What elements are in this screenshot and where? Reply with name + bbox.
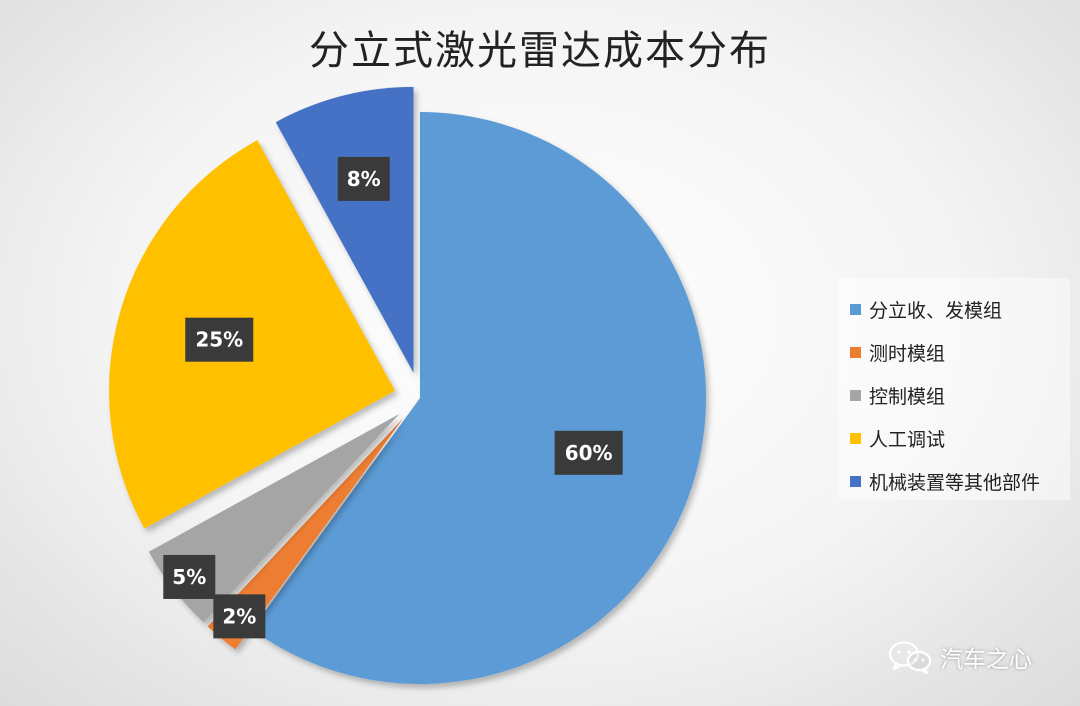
data-label-box (185, 317, 254, 362)
data-label: 5% (163, 554, 216, 599)
data-label-box (213, 594, 266, 639)
data-label-text: 5% (172, 565, 206, 589)
legend-swatch (850, 476, 861, 487)
data-label-box (554, 430, 623, 475)
data-label: 60% (554, 430, 623, 475)
pie-slice (207, 418, 404, 650)
data-label-text: 8% (347, 167, 381, 191)
data-label-text: 25% (195, 328, 243, 352)
legend-item: 测时模组 (850, 331, 1070, 374)
legend-label: 机械装置等其他部件 (869, 472, 1041, 494)
chart-title: 分立式激光雷达成本分布 (309, 28, 771, 74)
wechat-icon (888, 641, 932, 674)
legend-label: 测时模组 (869, 343, 946, 365)
legend-item: 分立收、发模组 (850, 288, 1070, 331)
legend-label: 分立收、发模组 (869, 300, 1003, 322)
data-label: 25% (185, 317, 254, 362)
data-label-text: 60% (565, 441, 613, 465)
legend-item: 机械装置等其他部件 (850, 460, 1070, 503)
data-label-text: 2% (222, 604, 256, 628)
legend-item: 控制模组 (850, 374, 1070, 417)
legend-label: 人工调试 (869, 429, 946, 451)
watermark: 汽车之心 (888, 640, 1032, 674)
legend: 分立收、发模组 测时模组 控制模组 人工调试 机械装置等其他部件 (838, 278, 1070, 500)
data-label-box (163, 554, 216, 599)
legend-swatch (850, 433, 861, 444)
data-label-box (337, 156, 390, 201)
data-label: 8% (337, 156, 390, 201)
legend-swatch (850, 347, 861, 358)
pie-slice (251, 112, 706, 684)
data-label: 2% (213, 594, 266, 639)
legend-label: 控制模组 (869, 386, 946, 408)
legend-swatch (850, 390, 861, 401)
legend-item: 人工调试 (850, 417, 1070, 460)
pie-labels: 60% 2% 5% 25% 8% (163, 156, 623, 639)
watermark-text: 汽车之心 (940, 647, 1032, 673)
legend-swatch (850, 304, 861, 315)
